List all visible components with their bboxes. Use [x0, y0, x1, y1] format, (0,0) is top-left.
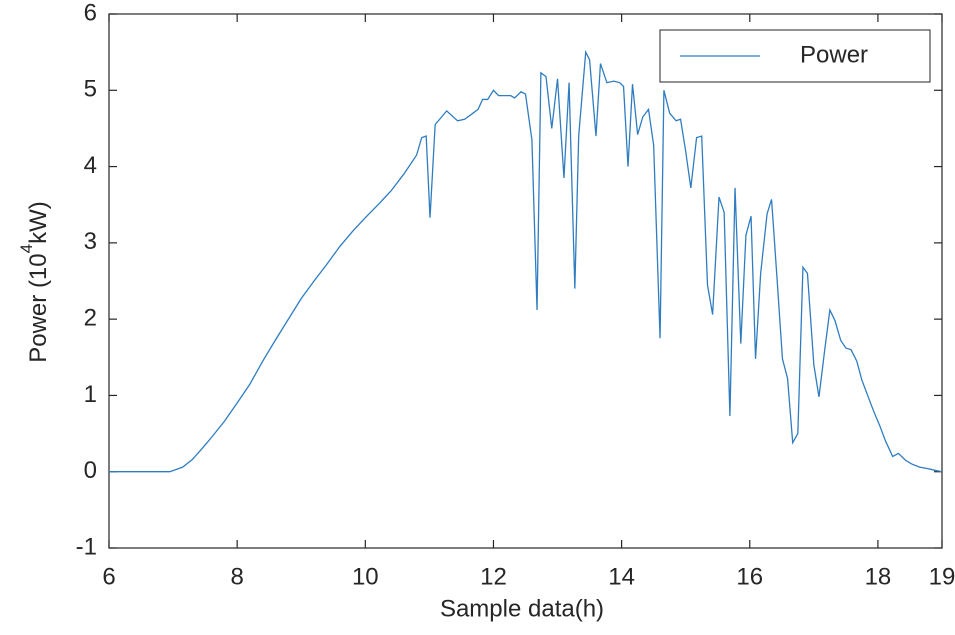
y-tick-label: 5 — [84, 76, 97, 103]
x-tick-label: 6 — [102, 563, 115, 590]
y-axis-label-main: Power (10 — [25, 253, 52, 362]
x-tick-label: 12 — [480, 563, 507, 590]
y-tick-label: 4 — [84, 152, 97, 179]
x-tick-label: 18 — [865, 563, 892, 590]
y-axis-label: Power (104kW) — [17, 201, 52, 363]
power-line — [109, 49, 943, 473]
y-tick-label: 2 — [84, 304, 97, 331]
y-tick-label: 0 — [84, 457, 97, 484]
y-tick-label: 6 — [84, 0, 97, 26]
y-axis-label-unit: kW) — [25, 201, 52, 244]
y-tick-label: 1 — [84, 381, 97, 408]
plot-frame — [108, 13, 943, 549]
x-tick-label: 8 — [230, 563, 243, 590]
x-axis-label: Sample data(h) — [440, 595, 604, 622]
y-tick-label: 3 — [84, 228, 97, 255]
x-tick-label: 10 — [352, 563, 379, 590]
y-axis-label-superscript: 4 — [17, 244, 36, 253]
legend-label: Power — [800, 41, 868, 68]
y-tick-label: -1 — [76, 533, 97, 560]
x-tick-label: 19 — [929, 563, 955, 590]
x-tick-label: 14 — [608, 563, 635, 590]
x-tick-label: 16 — [736, 563, 763, 590]
